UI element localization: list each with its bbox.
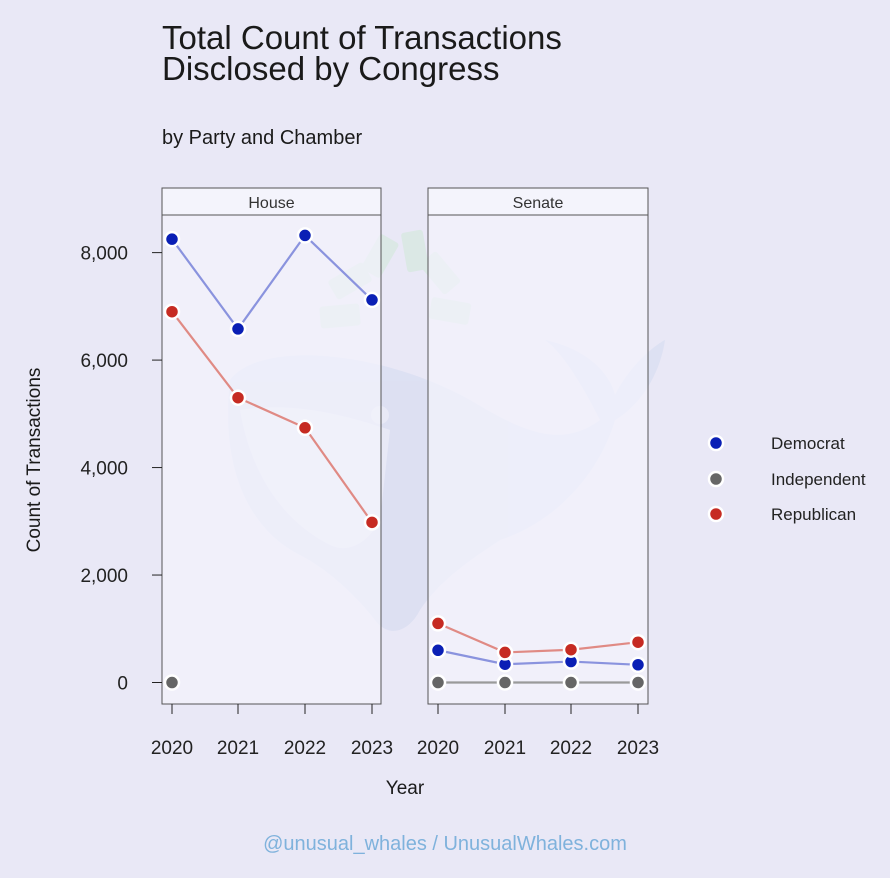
chart-subtitle: by Party and Chamber	[162, 127, 363, 149]
legend-item-democrat: Democrat	[707, 434, 845, 453]
y-tick-label-6000: 6,000	[80, 351, 128, 372]
y-tick-label-2000: 2,000	[80, 566, 128, 587]
legend-item-republican: Republican	[707, 505, 856, 524]
data-point-house-republican-2021	[229, 389, 247, 406]
legend-marker-democrat	[707, 434, 725, 452]
data-point-senate-independent-2023	[629, 674, 647, 691]
chart-title: Total Count of Transactions Disclosed by…	[162, 19, 762, 87]
legend-label-republican: Republican	[771, 505, 856, 524]
legend-marker-independent	[707, 470, 725, 488]
series-line-senate-democrat	[437, 649, 639, 666]
data-point-senate-republican-2022	[562, 641, 580, 658]
y-tick-label-4000: 4,000	[80, 459, 128, 480]
data-point-senate-democrat-2023	[629, 656, 647, 674]
series-line-senate-republican	[437, 622, 639, 654]
x-tick-label-senate-2023: 2023	[617, 738, 659, 759]
panel-house-strip	[161, 187, 382, 216]
y-axis: 0 2,000 4,000 6,000 8,000 Count of Trans…	[24, 244, 162, 695]
legend-marker-republican	[707, 505, 725, 523]
x-axis-house: 2020 2021 2022 2023	[151, 704, 393, 759]
x-axis-senate: 2020 2021 2022 2023	[417, 704, 659, 759]
x-tick-label-senate-2021: 2021	[484, 738, 526, 759]
data-point-senate-democrat-2020	[429, 642, 447, 659]
legend-label-independent: Independent	[771, 470, 866, 489]
x-tick-label-senate-2020: 2020	[417, 738, 459, 759]
legend-item-independent: Independent	[707, 470, 866, 489]
data-point-house-republican-2020	[163, 303, 181, 320]
panel-senate-strip-label: Senate	[513, 195, 564, 212]
series-line-house-democrat	[171, 233, 373, 331]
data-point-house-democrat-2022	[296, 227, 314, 244]
data-point-senate-republican-2021	[496, 644, 514, 661]
panel-house: House	[161, 187, 382, 705]
x-tick-label-house-2020: 2020	[151, 738, 193, 759]
legend: Democrat Independent Republican	[707, 434, 866, 524]
panel-house-plot-area	[161, 214, 382, 705]
chart-title-line-1: Total Count of Transactions	[162, 19, 562, 56]
x-axis-title: Year	[386, 778, 425, 799]
panel-senate-plot-area	[427, 214, 649, 705]
data-point-senate-republican-2020	[429, 615, 447, 632]
data-point-senate-republican-2023	[629, 633, 647, 651]
x-tick-label-house-2022: 2022	[284, 738, 326, 759]
legend-label-democrat: Democrat	[771, 434, 845, 453]
data-point-house-independent-2020	[163, 674, 181, 691]
y-tick-label-0: 0	[117, 674, 128, 695]
data-point-senate-independent-2022	[562, 674, 580, 691]
data-point-house-republican-2023	[363, 514, 381, 531]
y-axis-title: Count of Transactions	[24, 368, 45, 553]
data-point-house-democrat-2020	[163, 230, 181, 248]
footer-credit-link[interactable]: @unusual_whales / UnusualWhales.com	[263, 833, 627, 855]
data-point-house-democrat-2021	[229, 320, 247, 338]
data-point-house-republican-2022	[296, 419, 314, 437]
panel-house-strip-label: House	[248, 195, 294, 212]
x-tick-label-senate-2022: 2022	[550, 738, 592, 759]
x-tick-label-house-2021: 2021	[217, 738, 259, 759]
data-point-senate-independent-2020	[429, 674, 447, 691]
series-line-house-republican	[171, 311, 373, 524]
panel-senate: Senate	[427, 187, 649, 705]
data-point-senate-independent-2021	[496, 674, 514, 691]
data-point-house-democrat-2023	[363, 291, 381, 309]
x-tick-label-house-2023: 2023	[351, 738, 393, 759]
y-tick-label-8000: 8,000	[80, 244, 128, 265]
chart-title-line-2: Disclosed by Congress	[162, 50, 500, 87]
